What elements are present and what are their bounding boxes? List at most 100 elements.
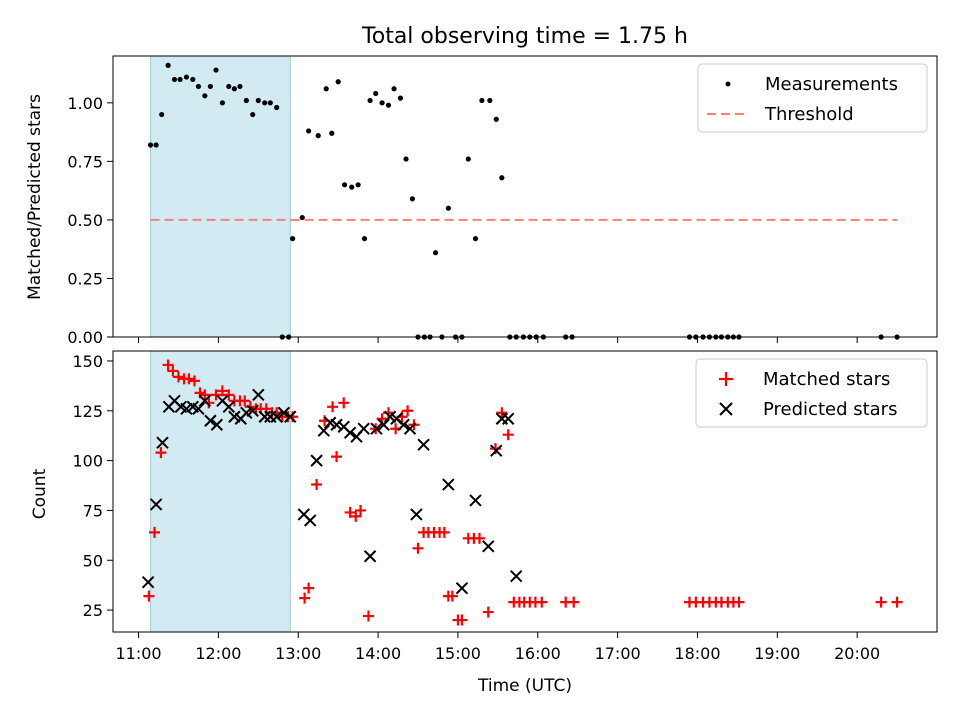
measurement-point (306, 128, 312, 134)
predicted-star-point (246, 404, 259, 417)
measurement-point (243, 97, 249, 104)
matched-star-point (438, 526, 450, 538)
measurement-point (465, 156, 471, 162)
matched-star-point (331, 451, 343, 463)
legend-plus-marker (719, 372, 733, 386)
measurement-point (299, 214, 305, 221)
measurement-point (349, 184, 355, 190)
matched-star-point (311, 479, 323, 491)
measurement-point (397, 95, 404, 101)
measurement-point (262, 100, 268, 106)
predicted-star-point (469, 494, 482, 507)
predicted-star-point (482, 540, 495, 553)
predicted-star-point (455, 581, 469, 595)
legend-box (697, 63, 928, 133)
x-tick-label: 20:00 (834, 644, 880, 663)
matched-star-point (402, 405, 414, 417)
measurement-point (202, 93, 208, 99)
matched-star-point (223, 389, 235, 401)
predicted-star-point (204, 414, 217, 427)
y-tick-label: 150 (72, 352, 103, 371)
matched-star-point (363, 610, 375, 622)
predicted-star-point (156, 436, 169, 449)
matched-star-point (172, 371, 184, 383)
predicted-star-point (417, 438, 430, 451)
measurement-point (195, 83, 202, 90)
legend-label: Predicted stars (763, 399, 897, 420)
legend-label: Threshold (764, 104, 854, 125)
x-tick-label: 11:00 (115, 644, 161, 663)
predicted-star-point (210, 418, 224, 431)
predicted-star-point (141, 575, 155, 589)
matched-star-point (355, 504, 367, 516)
legend-dot-marker (725, 81, 731, 87)
x-axis-label: Time (UTC) (477, 676, 572, 696)
measurement-point (290, 236, 296, 242)
predicted-star-point (343, 426, 357, 439)
y-axis-ticks: 0.00 0.25 0.50 0.75 1.00 (67, 94, 113, 347)
predicted-star-point (149, 498, 163, 511)
matched-star-point (143, 590, 155, 602)
measurement-point (323, 86, 329, 92)
measurement-point (409, 196, 416, 202)
legend: Matched stars Predicted stars (695, 358, 928, 428)
x-tick-label: 12:00 (195, 644, 241, 663)
matched-star-point (891, 596, 903, 608)
x-tick-label: 17:00 (595, 644, 641, 663)
measurement-point (213, 67, 219, 73)
matched-star-point (327, 401, 339, 413)
y-tick-label: 0.00 (67, 328, 103, 347)
matched-star-point (338, 397, 350, 409)
observing-window-highlight (150, 350, 291, 633)
matched-star-point (875, 596, 887, 608)
measurement-point (472, 236, 479, 242)
measurement-point (432, 250, 439, 256)
y-tick-label: 100 (72, 452, 103, 471)
measurement-point (355, 182, 361, 188)
measurement-point (237, 83, 243, 90)
x-tick-label: 16:00 (515, 644, 561, 663)
x-tick-label: 18:00 (674, 644, 720, 663)
predicted-star-point (304, 514, 317, 527)
measurement-point (159, 111, 165, 118)
predicted-star-point (397, 418, 410, 431)
predicted-star-point (317, 424, 330, 437)
x-axis-ticks (138, 337, 858, 343)
predicted-stars-points (141, 388, 523, 595)
ratio-panel: 0.00 0.25 0.50 0.75 1.00 Total observing tim… (25, 24, 938, 347)
measurement-point (379, 100, 385, 106)
predicted-star-point (284, 410, 297, 423)
measurement-point (165, 62, 171, 68)
matched-star-point (203, 397, 215, 409)
legend: Measurements Threshold (697, 63, 928, 133)
y-tick-label: 0.25 (67, 269, 103, 288)
measurement-point (190, 76, 196, 83)
measurement-point (231, 86, 237, 92)
predicted-star-point (198, 394, 212, 408)
measurement-point (361, 236, 368, 242)
matched-star-point (344, 506, 356, 518)
measurement-point (147, 142, 154, 148)
x-tick-label: 19:00 (754, 644, 800, 663)
matched-star-point (210, 389, 222, 401)
measurement-point (219, 100, 225, 106)
matched-star-point (456, 614, 468, 626)
predicted-star-point (252, 388, 265, 402)
predicted-star-point (490, 444, 503, 457)
measurement-point (391, 86, 397, 92)
measurement-point (183, 74, 190, 80)
y-tick-label: 125 (72, 402, 103, 421)
predicted-star-point (192, 402, 205, 416)
matched-star-point (149, 526, 161, 538)
matched-star-point (350, 510, 362, 522)
matched-star-point (502, 429, 514, 441)
measurement-point (226, 83, 232, 90)
matched-star-point (188, 375, 200, 387)
matched-star-point (496, 407, 508, 419)
y-tick-label: 1.00 (67, 94, 103, 113)
x-tick-label: 14:00 (355, 644, 401, 663)
measurement-point (487, 97, 493, 104)
matched-star-point (183, 373, 195, 385)
matched-star-point (482, 606, 494, 618)
